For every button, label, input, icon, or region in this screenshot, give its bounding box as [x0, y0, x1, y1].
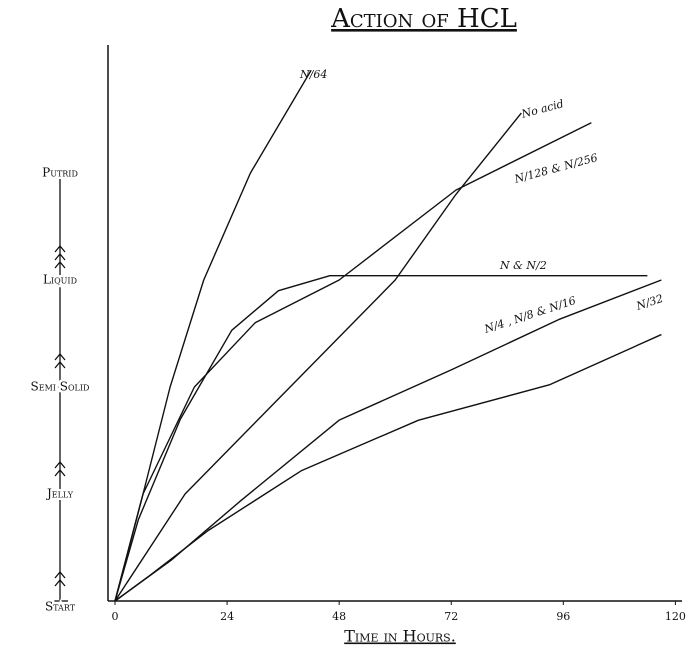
series-line	[114, 275, 648, 602]
y-tick-label: Liquid	[43, 273, 77, 287]
series-label: N/32	[634, 292, 665, 313]
x-tick-label: 24	[220, 610, 234, 623]
series-label: No acid	[519, 97, 565, 121]
x-axis-label: Time in Hours.	[344, 627, 456, 646]
series-line	[114, 69, 312, 602]
series-label: N & N/2	[499, 259, 547, 272]
y-tick-label: Start	[45, 600, 76, 614]
series-line	[114, 122, 592, 602]
series-label: N/4 , N/8 & N/16	[482, 294, 578, 336]
y-tick-label: Putrid	[42, 166, 78, 180]
series-line	[114, 112, 522, 602]
y-tick-label: Semi Solid	[31, 380, 90, 394]
series-label: N/64	[299, 68, 327, 81]
x-tick-label: 120	[665, 610, 686, 623]
x-tick-label: 48	[332, 610, 346, 623]
chart-title: Action of HCL	[330, 4, 517, 34]
x-tick-label: 72	[444, 610, 458, 623]
series-line	[114, 279, 662, 602]
x-tick-label: 0	[112, 610, 119, 623]
y-axis-arrows	[54, 172, 66, 600]
series-line	[114, 333, 662, 602]
y-tick-label: Jelly	[45, 487, 74, 501]
x-tick-label: 96	[556, 610, 570, 623]
